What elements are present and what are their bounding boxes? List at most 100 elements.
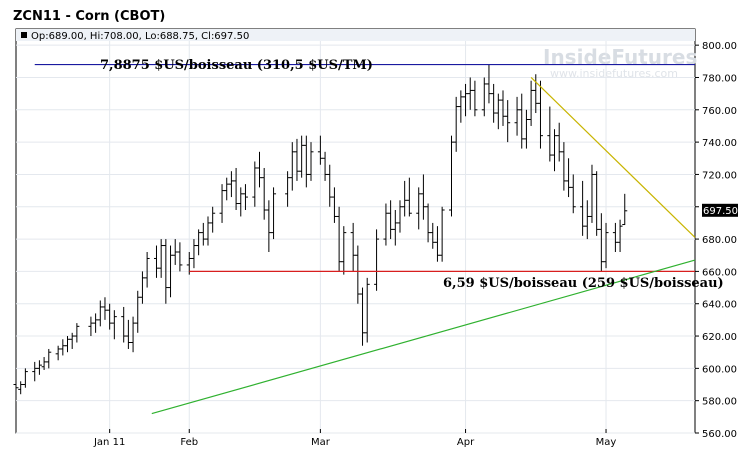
ohlc-bar <box>144 252 150 288</box>
ohlc-bar <box>93 313 99 333</box>
ohlc-bar <box>200 222 206 246</box>
last-price-tag: 697.50 <box>702 203 738 217</box>
ohlc-bar <box>228 171 234 198</box>
watermark-brand: InsideFutures <box>543 45 697 69</box>
ohlc-bar <box>603 222 609 269</box>
ohlc-bar <box>566 158 572 198</box>
ohlc-bar <box>491 83 497 123</box>
y-tick-label: 640.00 <box>702 300 737 311</box>
ohlc-strip <box>16 29 695 41</box>
ohlc-bar <box>22 368 28 388</box>
y-tick-label: 580.00 <box>702 397 737 408</box>
ohlc-bar <box>233 167 239 210</box>
ohlc-bar <box>107 303 113 330</box>
ohlc-bar <box>425 203 431 243</box>
y-tick-label: 680.00 <box>702 235 737 246</box>
last-price-value: 697.50 <box>703 206 738 217</box>
ohlc-bar <box>46 348 52 369</box>
ohlc-bar <box>196 229 202 256</box>
ohlc-bar <box>584 200 590 240</box>
ohlc-bar <box>139 271 145 304</box>
ohlc-bar <box>350 222 356 272</box>
ohlc-bar <box>552 129 558 172</box>
ohlc-bar <box>257 151 263 188</box>
y-tick-label: 660.00 <box>702 267 737 278</box>
ohlc-bar <box>430 222 436 249</box>
ohlc-bar <box>177 242 183 272</box>
ohlc-bar <box>458 90 464 123</box>
ohlc-bar <box>416 187 422 230</box>
ohlc-bar <box>322 151 328 181</box>
ohlc-bar <box>158 239 164 278</box>
ohlc-bar <box>294 138 300 181</box>
ohlc-bar <box>486 64 492 104</box>
ohlc-bar <box>463 83 469 117</box>
ohlc-bar <box>102 297 108 320</box>
ohlc-bar <box>125 319 131 349</box>
ohlc-bar <box>303 135 309 188</box>
ohlc-bar <box>472 80 478 117</box>
ohlc-bar <box>327 164 333 207</box>
ohlc-bar <box>271 187 277 240</box>
ohlc-bar <box>18 381 24 395</box>
ohlc-bar <box>13 379 19 396</box>
downtrend-line <box>530 77 696 238</box>
x-tick-label: Jan 11 <box>93 437 125 448</box>
y-tick-label: 620.00 <box>702 332 737 343</box>
ohlc-bar <box>406 177 412 217</box>
plot-frame <box>15 28 696 434</box>
ohlc-bar <box>60 339 66 356</box>
ohlc-bar <box>364 277 370 343</box>
ohlc-bar <box>397 200 403 233</box>
ohlc-bar <box>65 336 71 353</box>
x-tick-label: Apr <box>457 437 475 448</box>
trend-lines <box>34 63 696 415</box>
ohlc-bar <box>374 229 380 291</box>
ohlc-bar <box>392 209 398 246</box>
ohlc-bar <box>121 306 127 343</box>
ohlc-bar <box>383 203 389 246</box>
ohlc-bar <box>41 357 47 370</box>
y-tick-label: 780.00 <box>702 73 737 84</box>
ohlc-bar <box>219 184 225 223</box>
ohlc-bar <box>481 77 487 117</box>
ohlc-bar <box>556 122 562 162</box>
resistance-label: 7,8875 $US/boisseau (310,5 $US/TM) <box>100 58 373 73</box>
y-tick-label: 800.00 <box>702 41 737 52</box>
ohlc-bar <box>69 332 75 349</box>
y-tick-label: 740.00 <box>702 138 737 149</box>
ohlc-bar <box>336 206 342 272</box>
support-label: 6,59 $US/boisseau (259 $US/boisseau) <box>443 276 724 291</box>
ohlc-bar <box>331 187 337 223</box>
y-axis: 560.00 580.00 600.00 620.00 640.00 660.00 680.… <box>695 41 737 440</box>
ohlc-bar <box>617 219 623 253</box>
ohlc-bar <box>299 135 305 178</box>
ohlc-bar <box>308 142 314 181</box>
ohlc-bar <box>36 360 42 375</box>
ohlc-bar <box>266 200 272 253</box>
ohlc-bar <box>74 323 80 343</box>
ohlc-bar <box>505 100 511 143</box>
ohlc-bar <box>533 74 539 114</box>
ohlc-bar <box>453 96 459 152</box>
ohlc-marker-icon <box>21 32 27 38</box>
ohlc-bar <box>355 245 361 304</box>
ohlc-bar <box>439 206 445 262</box>
ohlc-bar <box>317 135 323 165</box>
ohlc-bar <box>55 345 61 361</box>
ohlc-bar <box>360 287 366 346</box>
ohlc-bar <box>448 135 454 217</box>
ohlc-bar <box>168 245 174 298</box>
ohlc-bar <box>97 300 103 327</box>
ohlc-bar <box>111 310 117 340</box>
ohlc-bar <box>153 245 159 278</box>
x-tick-label: Feb <box>180 437 198 448</box>
ohlc-bar <box>242 184 248 210</box>
y-tick-label: 760.00 <box>702 106 737 117</box>
ohlc-bar <box>88 316 94 337</box>
y-tick-label: 560.00 <box>702 429 737 440</box>
ohlc-bar <box>612 222 618 253</box>
ohlc-bar <box>205 216 211 246</box>
